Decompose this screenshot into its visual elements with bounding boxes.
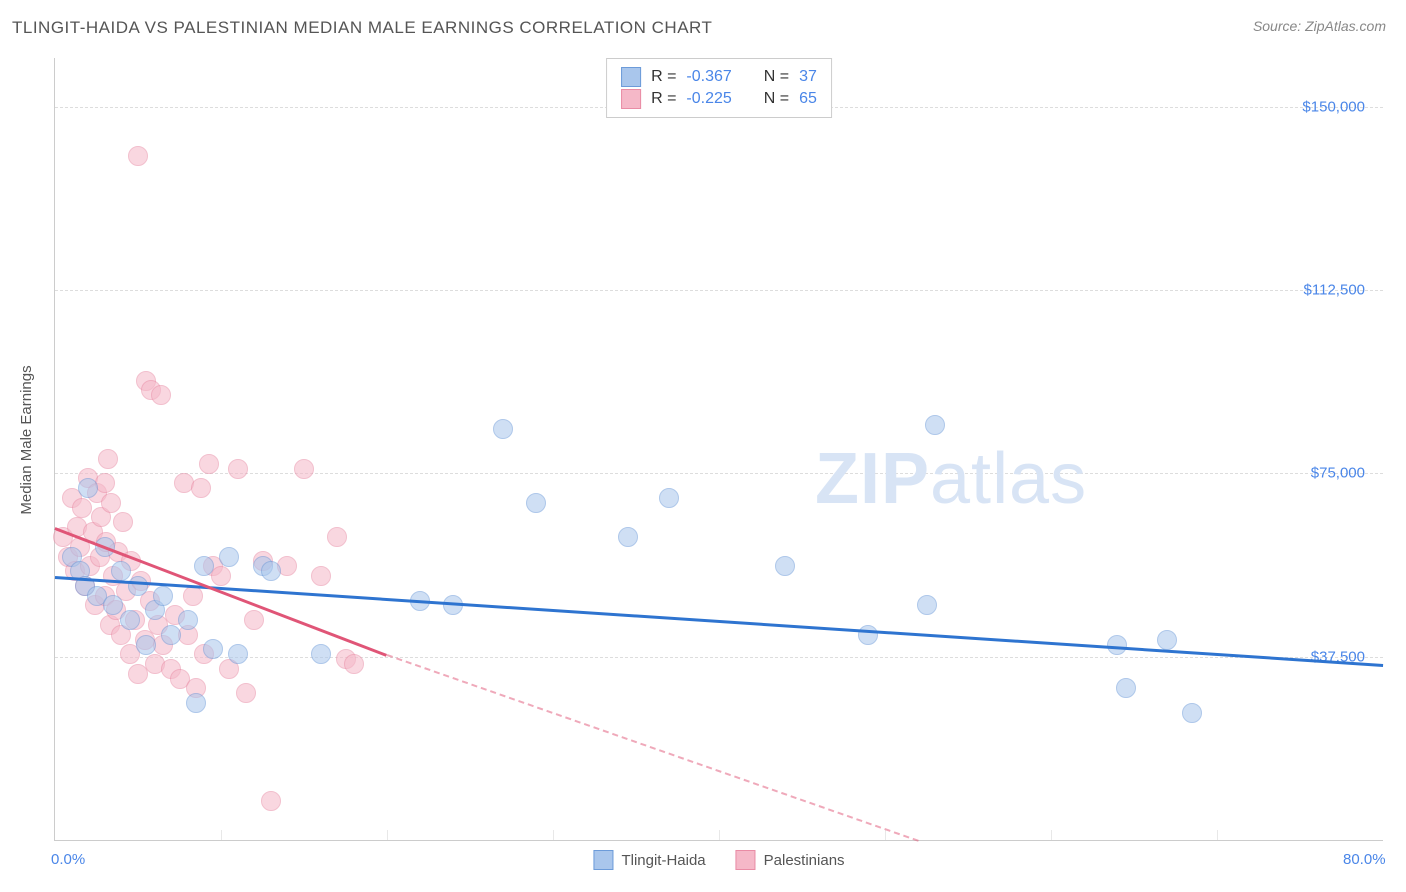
scatter-point bbox=[1157, 630, 1177, 650]
correlation-legend: R = -0.367 N = 37 R = -0.225 N = 65 bbox=[606, 58, 832, 118]
scatter-point bbox=[199, 454, 219, 474]
legend-row-2: R = -0.225 N = 65 bbox=[621, 89, 817, 109]
legend-item-1: Tlingit-Haida bbox=[593, 850, 705, 870]
scatter-point bbox=[78, 478, 98, 498]
gridline-v bbox=[553, 830, 554, 840]
scatter-point bbox=[219, 547, 239, 567]
plot-area: ZIPatlas R = -0.367 N = 37 R = -0.225 N … bbox=[54, 58, 1383, 841]
r-value-1: -0.367 bbox=[686, 68, 731, 86]
r-value-2: -0.225 bbox=[686, 90, 731, 108]
scatter-point bbox=[128, 146, 148, 166]
scatter-point bbox=[344, 654, 364, 674]
scatter-point bbox=[136, 635, 156, 655]
scatter-point bbox=[178, 610, 198, 630]
scatter-point bbox=[128, 576, 148, 596]
n-label: N = bbox=[764, 90, 789, 108]
scatter-point bbox=[261, 791, 281, 811]
scatter-point bbox=[917, 595, 937, 615]
gridline-h bbox=[55, 473, 1383, 474]
legend-row-1: R = -0.367 N = 37 bbox=[621, 67, 817, 87]
scatter-point bbox=[236, 683, 256, 703]
scatter-point bbox=[618, 527, 638, 547]
n-value-1: 37 bbox=[799, 68, 817, 86]
n-value-2: 65 bbox=[799, 90, 817, 108]
gridline-v bbox=[885, 830, 886, 840]
gridline-v bbox=[1051, 830, 1052, 840]
series-legend: Tlingit-Haida Palestinians bbox=[593, 850, 844, 870]
scatter-point bbox=[101, 493, 121, 513]
scatter-point bbox=[194, 556, 214, 576]
y-axis-label: Median Male Earnings bbox=[18, 365, 35, 514]
scatter-point bbox=[111, 561, 131, 581]
scatter-point bbox=[113, 512, 133, 532]
scatter-point bbox=[186, 693, 206, 713]
scatter-point bbox=[261, 561, 281, 581]
gridline-v bbox=[221, 830, 222, 840]
y-tick-label: $75,000 bbox=[1311, 465, 1365, 482]
scatter-point bbox=[72, 498, 92, 518]
y-tick-label: $150,000 bbox=[1302, 98, 1365, 115]
legend-item-2: Palestinians bbox=[736, 850, 845, 870]
gridline-v bbox=[719, 830, 720, 840]
scatter-point bbox=[203, 639, 223, 659]
scatter-point bbox=[228, 644, 248, 664]
swatch-series2 bbox=[621, 89, 641, 109]
legend-label-2: Palestinians bbox=[764, 852, 845, 869]
scatter-point bbox=[526, 493, 546, 513]
scatter-point bbox=[1116, 678, 1136, 698]
gridline-h bbox=[55, 290, 1383, 291]
r-label: R = bbox=[651, 68, 676, 86]
watermark-light: atlas bbox=[930, 439, 1087, 519]
x-tick-label: 0.0% bbox=[51, 851, 85, 868]
scatter-point bbox=[858, 625, 878, 645]
scatter-point bbox=[493, 419, 513, 439]
legend-label-1: Tlingit-Haida bbox=[621, 852, 705, 869]
watermark: ZIPatlas bbox=[815, 438, 1087, 520]
source-attribution: Source: ZipAtlas.com bbox=[1253, 18, 1386, 34]
swatch-bottom-1 bbox=[593, 850, 613, 870]
gridline-h bbox=[55, 657, 1383, 658]
watermark-bold: ZIP bbox=[815, 439, 930, 519]
scatter-point bbox=[98, 449, 118, 469]
scatter-point bbox=[1107, 635, 1127, 655]
scatter-point bbox=[151, 385, 171, 405]
scatter-point bbox=[1182, 703, 1202, 723]
trend-line-extrapolated bbox=[387, 654, 919, 842]
x-tick-label: 80.0% bbox=[1343, 851, 1386, 868]
scatter-point bbox=[311, 644, 331, 664]
n-label: N = bbox=[764, 68, 789, 86]
scatter-point bbox=[925, 415, 945, 435]
scatter-point bbox=[311, 566, 331, 586]
scatter-point bbox=[659, 488, 679, 508]
scatter-point bbox=[191, 478, 211, 498]
r-label: R = bbox=[651, 90, 676, 108]
scatter-point bbox=[103, 595, 123, 615]
chart-title: TLINGIT-HAIDA VS PALESTINIAN MEDIAN MALE… bbox=[12, 18, 712, 38]
scatter-point bbox=[775, 556, 795, 576]
gridline-v bbox=[387, 830, 388, 840]
scatter-point bbox=[161, 625, 181, 645]
gridline-v bbox=[1217, 830, 1218, 840]
scatter-point bbox=[153, 586, 173, 606]
y-tick-label: $112,500 bbox=[1304, 282, 1365, 299]
scatter-point bbox=[183, 586, 203, 606]
scatter-point bbox=[244, 610, 264, 630]
scatter-point bbox=[327, 527, 347, 547]
scatter-point bbox=[294, 459, 314, 479]
swatch-bottom-2 bbox=[736, 850, 756, 870]
scatter-point bbox=[228, 459, 248, 479]
swatch-series1 bbox=[621, 67, 641, 87]
scatter-point bbox=[120, 610, 140, 630]
